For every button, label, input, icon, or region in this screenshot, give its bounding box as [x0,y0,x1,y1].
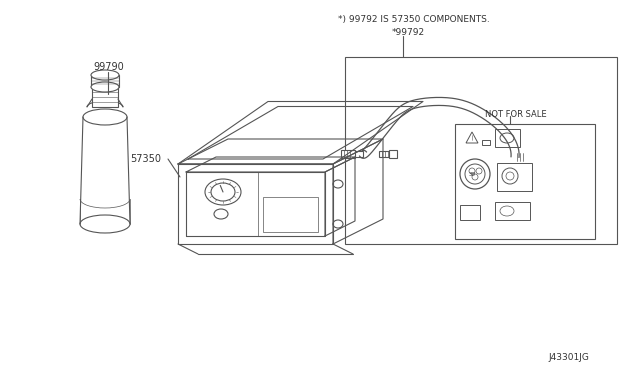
Text: 30: 30 [468,171,476,176]
Bar [91,75,119,87]
Bar [515,153,525,161]
Bar [92,87,118,107]
Text: *99792: *99792 [392,28,425,36]
Text: *) 99792 IS 57350 COMPONENTS.: *) 99792 IS 57350 COMPONENTS. [338,15,490,23]
Bar [460,205,480,220]
Ellipse shape [91,82,119,92]
Bar [497,163,532,191]
Text: J43301JG: J43301JG [548,353,589,362]
Bar [495,129,520,147]
Bar [495,202,530,220]
Bar [341,150,355,158]
Bar [379,151,389,157]
Text: 99790: 99790 [93,62,124,72]
Bar [355,151,363,157]
Bar [455,124,595,239]
Bar [263,197,318,232]
Bar [389,150,397,158]
Ellipse shape [80,215,130,233]
Text: 57350: 57350 [130,154,161,164]
Bar [345,57,617,244]
Bar [525,154,531,160]
Bar [482,140,490,145]
Ellipse shape [91,70,119,80]
Ellipse shape [83,109,127,125]
Text: NOT FOR SALE: NOT FOR SALE [485,109,547,119]
